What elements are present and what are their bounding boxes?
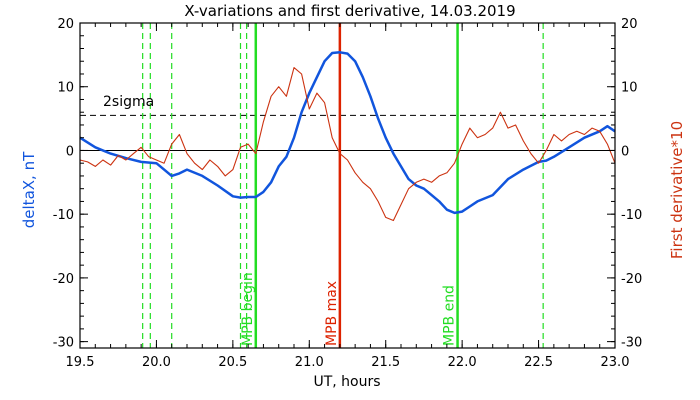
y-tick-label-left: -30 — [53, 336, 74, 351]
x-tick-label: 21.5 — [371, 355, 400, 370]
chart-title: X-variations and first derivative, 14.03… — [184, 2, 515, 20]
y-tick-label-right: 0 — [621, 144, 629, 159]
x-tick-label: 19.5 — [66, 355, 95, 370]
x-axis-title: UT, hours — [313, 374, 380, 390]
x-tick-label: 22.5 — [524, 355, 553, 370]
sigma-label: 2sigma — [103, 94, 154, 110]
marker-label: MPB max — [324, 281, 340, 346]
y-tick-label-left: -10 — [53, 208, 74, 223]
marker-label: MPB end — [442, 285, 458, 346]
y-tick-label-left: 0 — [66, 144, 74, 159]
y-tick-label-left: 20 — [57, 17, 74, 32]
y-axis-left-title: deltaX, nT — [20, 151, 38, 228]
plot-frame — [79, 22, 616, 349]
y-tick-label-right: 20 — [621, 17, 638, 32]
y-tick-label-left: -20 — [53, 272, 74, 287]
marker-label: MPB begin — [240, 272, 256, 346]
y-tick-label-right: -20 — [621, 272, 642, 287]
x-tick-label: 23.0 — [601, 355, 630, 370]
y-tick-label-left: 10 — [57, 81, 74, 96]
x-tick-label: 21.0 — [295, 355, 324, 370]
y-tick-label-right: -10 — [621, 208, 642, 223]
x-tick-label: 22.0 — [448, 355, 477, 370]
derivative-series-line — [79, 67, 616, 222]
y-tick-label-right: -30 — [621, 336, 642, 351]
deltaX-series-line — [79, 51, 616, 215]
x-tick-label: 20.5 — [218, 355, 247, 370]
x-tick-label: 20.0 — [142, 355, 171, 370]
y-tick-label-right: 10 — [621, 81, 638, 96]
y-axis-right-title: First derivative*10 — [668, 121, 686, 259]
